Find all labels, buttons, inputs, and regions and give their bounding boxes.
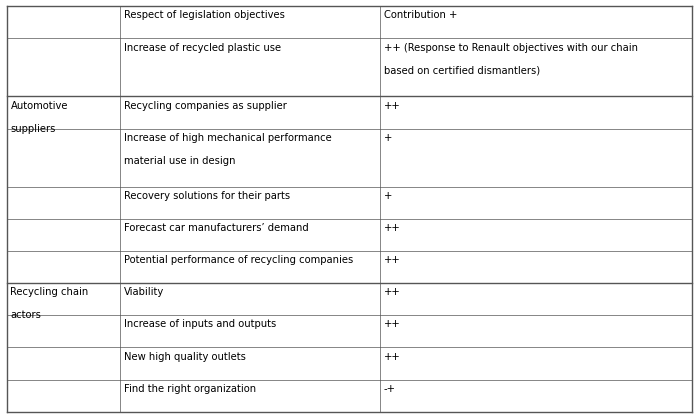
Text: ++: ++ [384,319,401,329]
Text: Recovery solutions for their parts: Recovery solutions for their parts [124,191,289,201]
Text: Recycling chain

actors: Recycling chain actors [10,287,89,320]
Text: Forecast car manufacturers’ demand: Forecast car manufacturers’ demand [124,223,308,233]
Text: +: + [384,133,392,143]
Text: ++: ++ [384,352,401,362]
Text: ++: ++ [384,101,401,111]
Text: Increase of inputs and outputs: Increase of inputs and outputs [124,319,276,329]
Text: -+: -+ [384,384,396,394]
Text: Respect of legislation objectives: Respect of legislation objectives [124,10,284,20]
Text: ++: ++ [384,287,401,297]
Text: Find the right organization: Find the right organization [124,384,256,394]
Text: Contribution +: Contribution + [384,10,457,20]
Text: Automotive

suppliers: Automotive suppliers [10,101,68,134]
Text: Viability: Viability [124,287,164,297]
Text: Increase of high mechanical performance

material use in design: Increase of high mechanical performance … [124,133,331,166]
Text: Recycling companies as supplier: Recycling companies as supplier [124,101,287,111]
Text: ++: ++ [384,255,401,265]
Text: New high quality outlets: New high quality outlets [124,352,245,362]
Text: +: + [384,191,392,201]
Text: Potential performance of recycling companies: Potential performance of recycling compa… [124,255,353,265]
Text: ++: ++ [384,223,401,233]
Text: Increase of recycled plastic use: Increase of recycled plastic use [124,42,280,52]
Text: ++ (Response to Renault objectives with our chain

based on certified dismantler: ++ (Response to Renault objectives with … [384,42,637,76]
